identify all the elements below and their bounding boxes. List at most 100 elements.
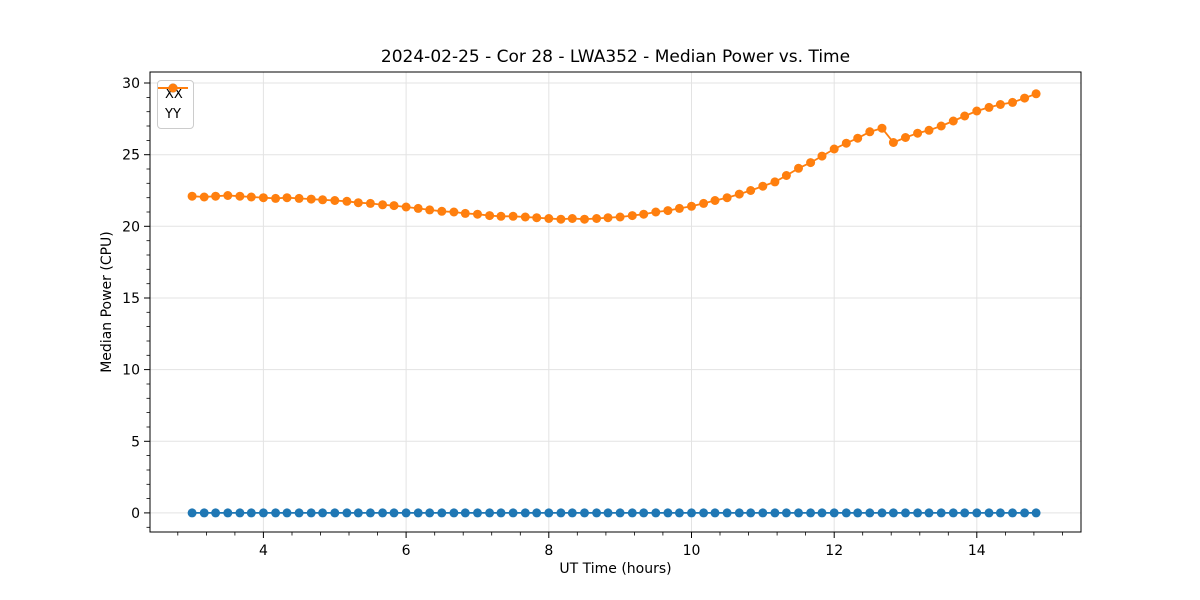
x-tick-label: 12 [825,543,843,559]
data-point-yy [567,214,577,223]
data-point-xx [913,508,923,518]
data-point-yy [758,181,768,191]
data-point-xx [781,508,791,518]
data-point-yy [199,192,209,202]
data-point-xx [948,508,958,518]
data-point-xx [211,508,221,518]
legend-marker-icon [158,83,188,93]
data-point-xx [425,508,435,518]
data-point-yy [615,212,625,222]
data-point-xx [365,508,375,518]
data-point-xx [829,508,839,518]
data-point-yy [817,151,827,161]
data-point-xx [746,508,756,518]
data-point-yy [437,206,447,216]
data-point-yy [995,100,1005,109]
legend-item-label: XX [165,87,183,102]
data-point-xx [687,508,696,518]
y-axis-label: Median Power (CPU) [99,231,115,373]
data-point-yy [924,125,934,135]
data-point-xx [473,508,482,518]
data-point-xx [865,508,875,518]
data-point-xx [734,508,744,518]
data-point-yy [460,208,470,218]
data-point-xx [794,508,803,518]
legend-item-yy: YY [158,83,188,123]
data-point-xx [758,508,768,518]
data-point-yy [1020,93,1030,103]
y-tick-label: 0 [131,506,140,522]
data-point-xx [663,508,673,518]
data-point-xx [984,508,994,518]
data-point-yy [853,133,863,143]
data-point-yy [306,194,316,204]
data-point-yy [485,211,495,221]
data-point-xx [888,508,898,518]
data-point-xx [853,508,863,518]
data-point-yy [378,200,388,210]
x-tick-label: 10 [683,543,701,559]
data-point-yy [235,191,245,201]
data-point-yy [746,186,756,195]
data-point-xx [1031,508,1041,518]
data-point-xx [674,508,684,518]
y-tick-label: 15 [122,291,140,307]
data-point-yy [592,214,602,223]
data-point-yy [318,195,328,205]
data-point-xx [936,508,946,518]
data-point-xx [1020,508,1030,518]
x-tick-label: 14 [968,543,986,559]
data-point-xx [508,508,518,518]
data-point-yy [187,191,197,201]
data-point-yy [960,111,970,121]
data-point-xx [1008,508,1017,518]
data-point-xx [972,508,982,518]
data-point-xx [699,508,709,518]
data-point-xx [460,508,470,518]
data-point-yy [865,127,875,137]
data-point-xx [603,508,613,518]
legend: XX YY [157,80,194,129]
data-point-yy [271,193,281,203]
data-point-yy [936,121,946,131]
data-point-xx [627,508,637,518]
data-point-yy [722,193,732,203]
data-point-yy [603,213,613,223]
data-point-xx [544,508,554,518]
data-point-yy [1008,97,1017,107]
data-point-yy [888,138,898,147]
data-point-xx [449,508,459,518]
data-point-yy [365,198,375,208]
data-point-xx [401,508,411,518]
data-point-xx [520,508,530,518]
data-point-xx [710,508,720,518]
data-point-xx [651,508,661,518]
data-point-xx [615,508,625,518]
x-tick-label: 8 [544,543,553,559]
data-point-yy [1031,89,1041,99]
data-point-xx [532,508,542,518]
data-point-yy [425,205,435,215]
data-point-yy [651,207,661,217]
data-point-yy [342,196,352,206]
data-point-xx [318,508,328,518]
data-point-yy [794,163,803,173]
data-point-xx [960,508,970,518]
data-point-xx [342,508,352,518]
data-point-yy [413,203,423,213]
data-point-yy [829,144,839,154]
data-point-xx [271,508,281,518]
data-point-yy [781,171,791,180]
data-point-yy [520,212,530,222]
data-point-yy [770,177,780,187]
data-point-xx [841,508,851,518]
data-point-yy [699,198,709,208]
data-point-xx [199,508,209,518]
data-point-yy [556,214,566,224]
data-point-yy [972,106,982,116]
y-tick-label: 5 [131,434,140,450]
data-point-xx [258,508,268,518]
data-point-yy [294,193,304,203]
